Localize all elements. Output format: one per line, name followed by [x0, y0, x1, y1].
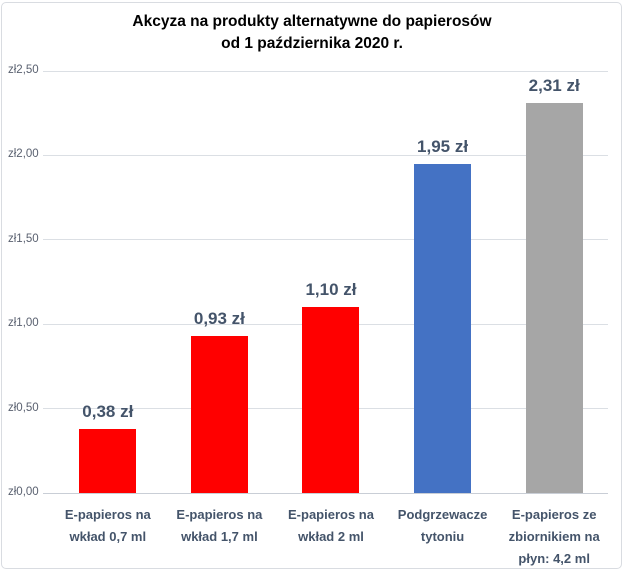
- bar-5: [525, 103, 583, 493]
- x-category-label-3: E-papieros na wkład 2 ml: [288, 507, 374, 544]
- plot-area: 0,38 zł 0,93 zł 1,10 zł 1,95 zł 2,31 zł: [43, 70, 610, 494]
- bar-value-label-2: 0,93 zł: [193, 309, 245, 329]
- x-category-label-1: E-papieros na wkład 0,7 ml: [64, 507, 151, 544]
- bar-group-5: 2,31 zł: [498, 71, 610, 493]
- chart-title: Akcyza na produkty alternatywne do papie…: [0, 11, 624, 55]
- bar-4: [414, 163, 472, 493]
- bar-value-label-3: 1,10 zł: [305, 280, 357, 300]
- y-tick-label-1: zł0,50: [8, 401, 39, 414]
- gridline-3: [43, 239, 608, 241]
- bar-group-2: 0,93 zł: [164, 71, 276, 493]
- bar-value-label-5: 2,31 zł: [528, 76, 580, 96]
- chart-title-line-2: od 1 października 2020 r.: [221, 35, 403, 52]
- bar-3: [302, 307, 360, 493]
- gridline-5: [43, 70, 608, 72]
- bar-value-label-4: 1,95 zł: [417, 136, 469, 156]
- bar-1: [79, 428, 137, 493]
- y-tick-label-5: zł2,50: [8, 64, 39, 76]
- gridline-4: [43, 154, 608, 156]
- bar-group-3: 1,10 zł: [275, 71, 387, 493]
- x-category-label-4: Podgrzewacze tytoniu: [397, 507, 488, 544]
- bar-group-1: 0,38 zł: [52, 71, 164, 493]
- x-category-label-2: E-papieros na wkład 1,7 ml: [176, 507, 263, 544]
- x-category-label-5: E-papieros ze zbiornikiem na płyn: 4,2 m…: [508, 507, 600, 566]
- y-tick-label-0: zł0,00: [8, 486, 39, 498]
- chart-title-line-1: Akcyza na produkty alternatywne do papie…: [132, 13, 492, 30]
- y-tick-label-2: zł1,00: [8, 317, 39, 330]
- bar-2: [190, 336, 248, 493]
- bars-container: 0,38 zł 0,93 zł 1,10 zł 1,95 zł 2,31 zł: [52, 71, 610, 493]
- y-tick-label-4: zł2,00: [8, 148, 39, 161]
- bar-group-4: 1,95 zł: [387, 71, 499, 493]
- y-tick-label-3: zł1,50: [8, 232, 39, 245]
- x-axis: E-papieros na wkład 0,7 ml E-papieros na …: [52, 504, 610, 570]
- bar-value-label-1: 0,38 zł: [82, 401, 134, 421]
